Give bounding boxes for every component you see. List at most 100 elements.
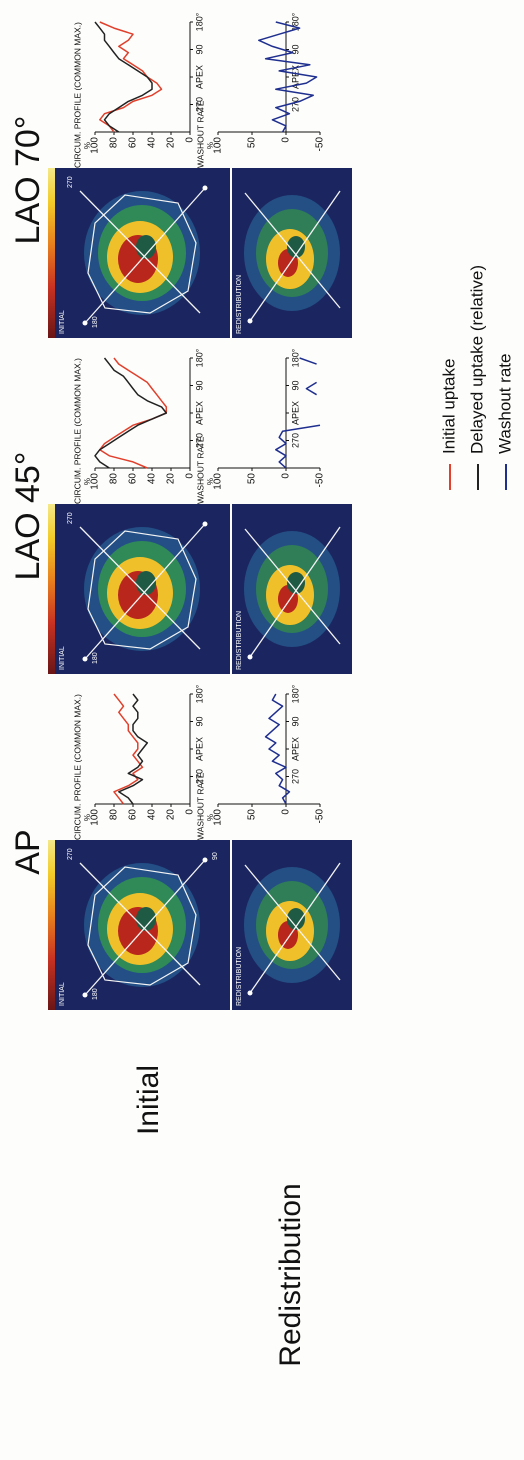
chart-title: CIRCUM. PROFILE (COMMON MAX.) — [72, 694, 82, 840]
x-tick-label: 270 — [194, 97, 204, 112]
y-tick-label: 50 — [247, 137, 258, 149]
row-label: Redistribution — [274, 1183, 307, 1366]
y-unit: % — [206, 142, 215, 149]
y-tick-label: 0 — [185, 809, 196, 815]
panel-title: LAO 45° — [9, 452, 47, 581]
scan-angle-label: 180 — [92, 652, 99, 664]
y-tick-label: 0 — [281, 137, 292, 143]
colorbar — [48, 168, 55, 338]
y-tick-label: 80 — [109, 809, 120, 821]
x-tick-label: 90 — [194, 716, 204, 726]
y-tick-label: 0 — [185, 473, 196, 479]
y-tick-label: -50 — [315, 473, 326, 488]
x-tick-label: 270 — [290, 97, 300, 112]
scan-dot — [82, 320, 88, 326]
x-tick-label: 270 — [290, 769, 300, 784]
scan-dot — [202, 857, 208, 863]
panel-title: AP — [9, 829, 47, 874]
x-tick-label: 180° — [290, 684, 300, 703]
legend-label: Washout rate — [495, 354, 514, 454]
y-tick-label: 100 — [213, 137, 224, 154]
scan-angle-label: 270 — [67, 512, 74, 524]
rotated-figure: Initial Redistribution AP INITIAL 180 270 90… — [9, 12, 515, 1366]
series-line — [94, 357, 168, 469]
scan-axis — [249, 862, 341, 994]
y-tick-label: 20 — [166, 473, 177, 485]
scan-axis — [249, 190, 341, 322]
scan-axis — [84, 859, 206, 996]
scan-cavity — [287, 236, 305, 258]
y-tick-label: 100 — [213, 809, 224, 826]
x-tick-label: 180° — [194, 12, 204, 31]
scan-label: INITIAL — [59, 310, 66, 334]
scan-axis — [79, 526, 201, 650]
series-line — [275, 357, 321, 469]
scan-dot — [247, 654, 253, 660]
series-line — [264, 693, 291, 805]
scan-angle-label: 180 — [92, 988, 99, 1000]
y-unit: % — [83, 814, 92, 821]
panel-title: LAO 70° — [9, 116, 47, 245]
x-tick-label: 90 — [290, 380, 300, 390]
scan-dot — [202, 185, 208, 191]
x-tick-label: APEX — [290, 401, 300, 425]
scan-axis — [84, 187, 206, 324]
chart-title: WASHOUT RATE — [195, 100, 205, 168]
y-tick-label: 40 — [147, 473, 158, 485]
scan-angle-label: 270 — [67, 848, 74, 860]
y-tick-label: -50 — [315, 137, 326, 152]
y-tick-label: 40 — [147, 809, 158, 821]
x-tick-label: APEX — [194, 737, 204, 761]
y-unit: % — [206, 814, 215, 821]
series-line — [94, 21, 153, 133]
scan-outline — [87, 194, 197, 314]
x-tick-label: 180° — [290, 12, 300, 31]
y-tick-label: 100 — [90, 473, 101, 490]
x-tick-label: 270 — [194, 433, 204, 448]
scan-dot — [202, 521, 208, 527]
y-unit: % — [83, 142, 92, 149]
y-tick-label: 0 — [281, 809, 292, 815]
legend-label: Delayed uptake (relative) — [467, 265, 486, 454]
chart-title: WASHOUT RATE — [195, 772, 205, 840]
chart-title: WASHOUT RATE — [195, 436, 205, 504]
y-tick-label: 0 — [185, 137, 196, 143]
scan-angle-label: 270 — [67, 176, 74, 188]
x-tick-label: 270 — [290, 433, 300, 448]
scan-axis — [244, 192, 341, 309]
x-tick-label: 90 — [194, 44, 204, 54]
legend-label: Initial uptake — [439, 359, 458, 454]
y-tick-label: 60 — [128, 473, 139, 485]
y-tick-label: 100 — [90, 809, 101, 826]
y-unit: % — [206, 478, 215, 485]
scan-axis — [79, 190, 201, 314]
scan-angle-label: 90 — [212, 852, 219, 860]
series-line — [113, 693, 144, 805]
x-tick-label: 90 — [290, 716, 300, 726]
y-tick-label: 40 — [147, 137, 158, 149]
scan-dot — [82, 656, 88, 662]
y-tick-label: 60 — [128, 137, 139, 149]
y-tick-label: 100 — [90, 137, 101, 154]
colorbar — [48, 504, 55, 674]
y-tick-label: 0 — [281, 473, 292, 479]
y-tick-label: 20 — [166, 137, 177, 149]
scan-label: INITIAL — [59, 646, 66, 670]
chart-title: CIRCUM. PROFILE (COMMON MAX.) — [72, 358, 82, 504]
x-tick-label: 90 — [290, 44, 300, 54]
series-line — [118, 693, 149, 805]
y-tick-label: -50 — [315, 809, 326, 824]
scan-dot — [247, 990, 253, 996]
y-tick-label: 100 — [213, 473, 224, 490]
scan-outline — [87, 866, 197, 986]
y-tick-label: 20 — [166, 809, 177, 821]
x-tick-label: 270 — [194, 769, 204, 784]
scan-label: REDISTRIBUTION — [236, 275, 243, 334]
scan-axis — [79, 862, 201, 986]
y-tick-label: 80 — [109, 473, 120, 485]
x-tick-label: APEX — [194, 65, 204, 89]
y-tick-label: 80 — [109, 137, 120, 149]
x-tick-label: 180° — [290, 348, 300, 367]
